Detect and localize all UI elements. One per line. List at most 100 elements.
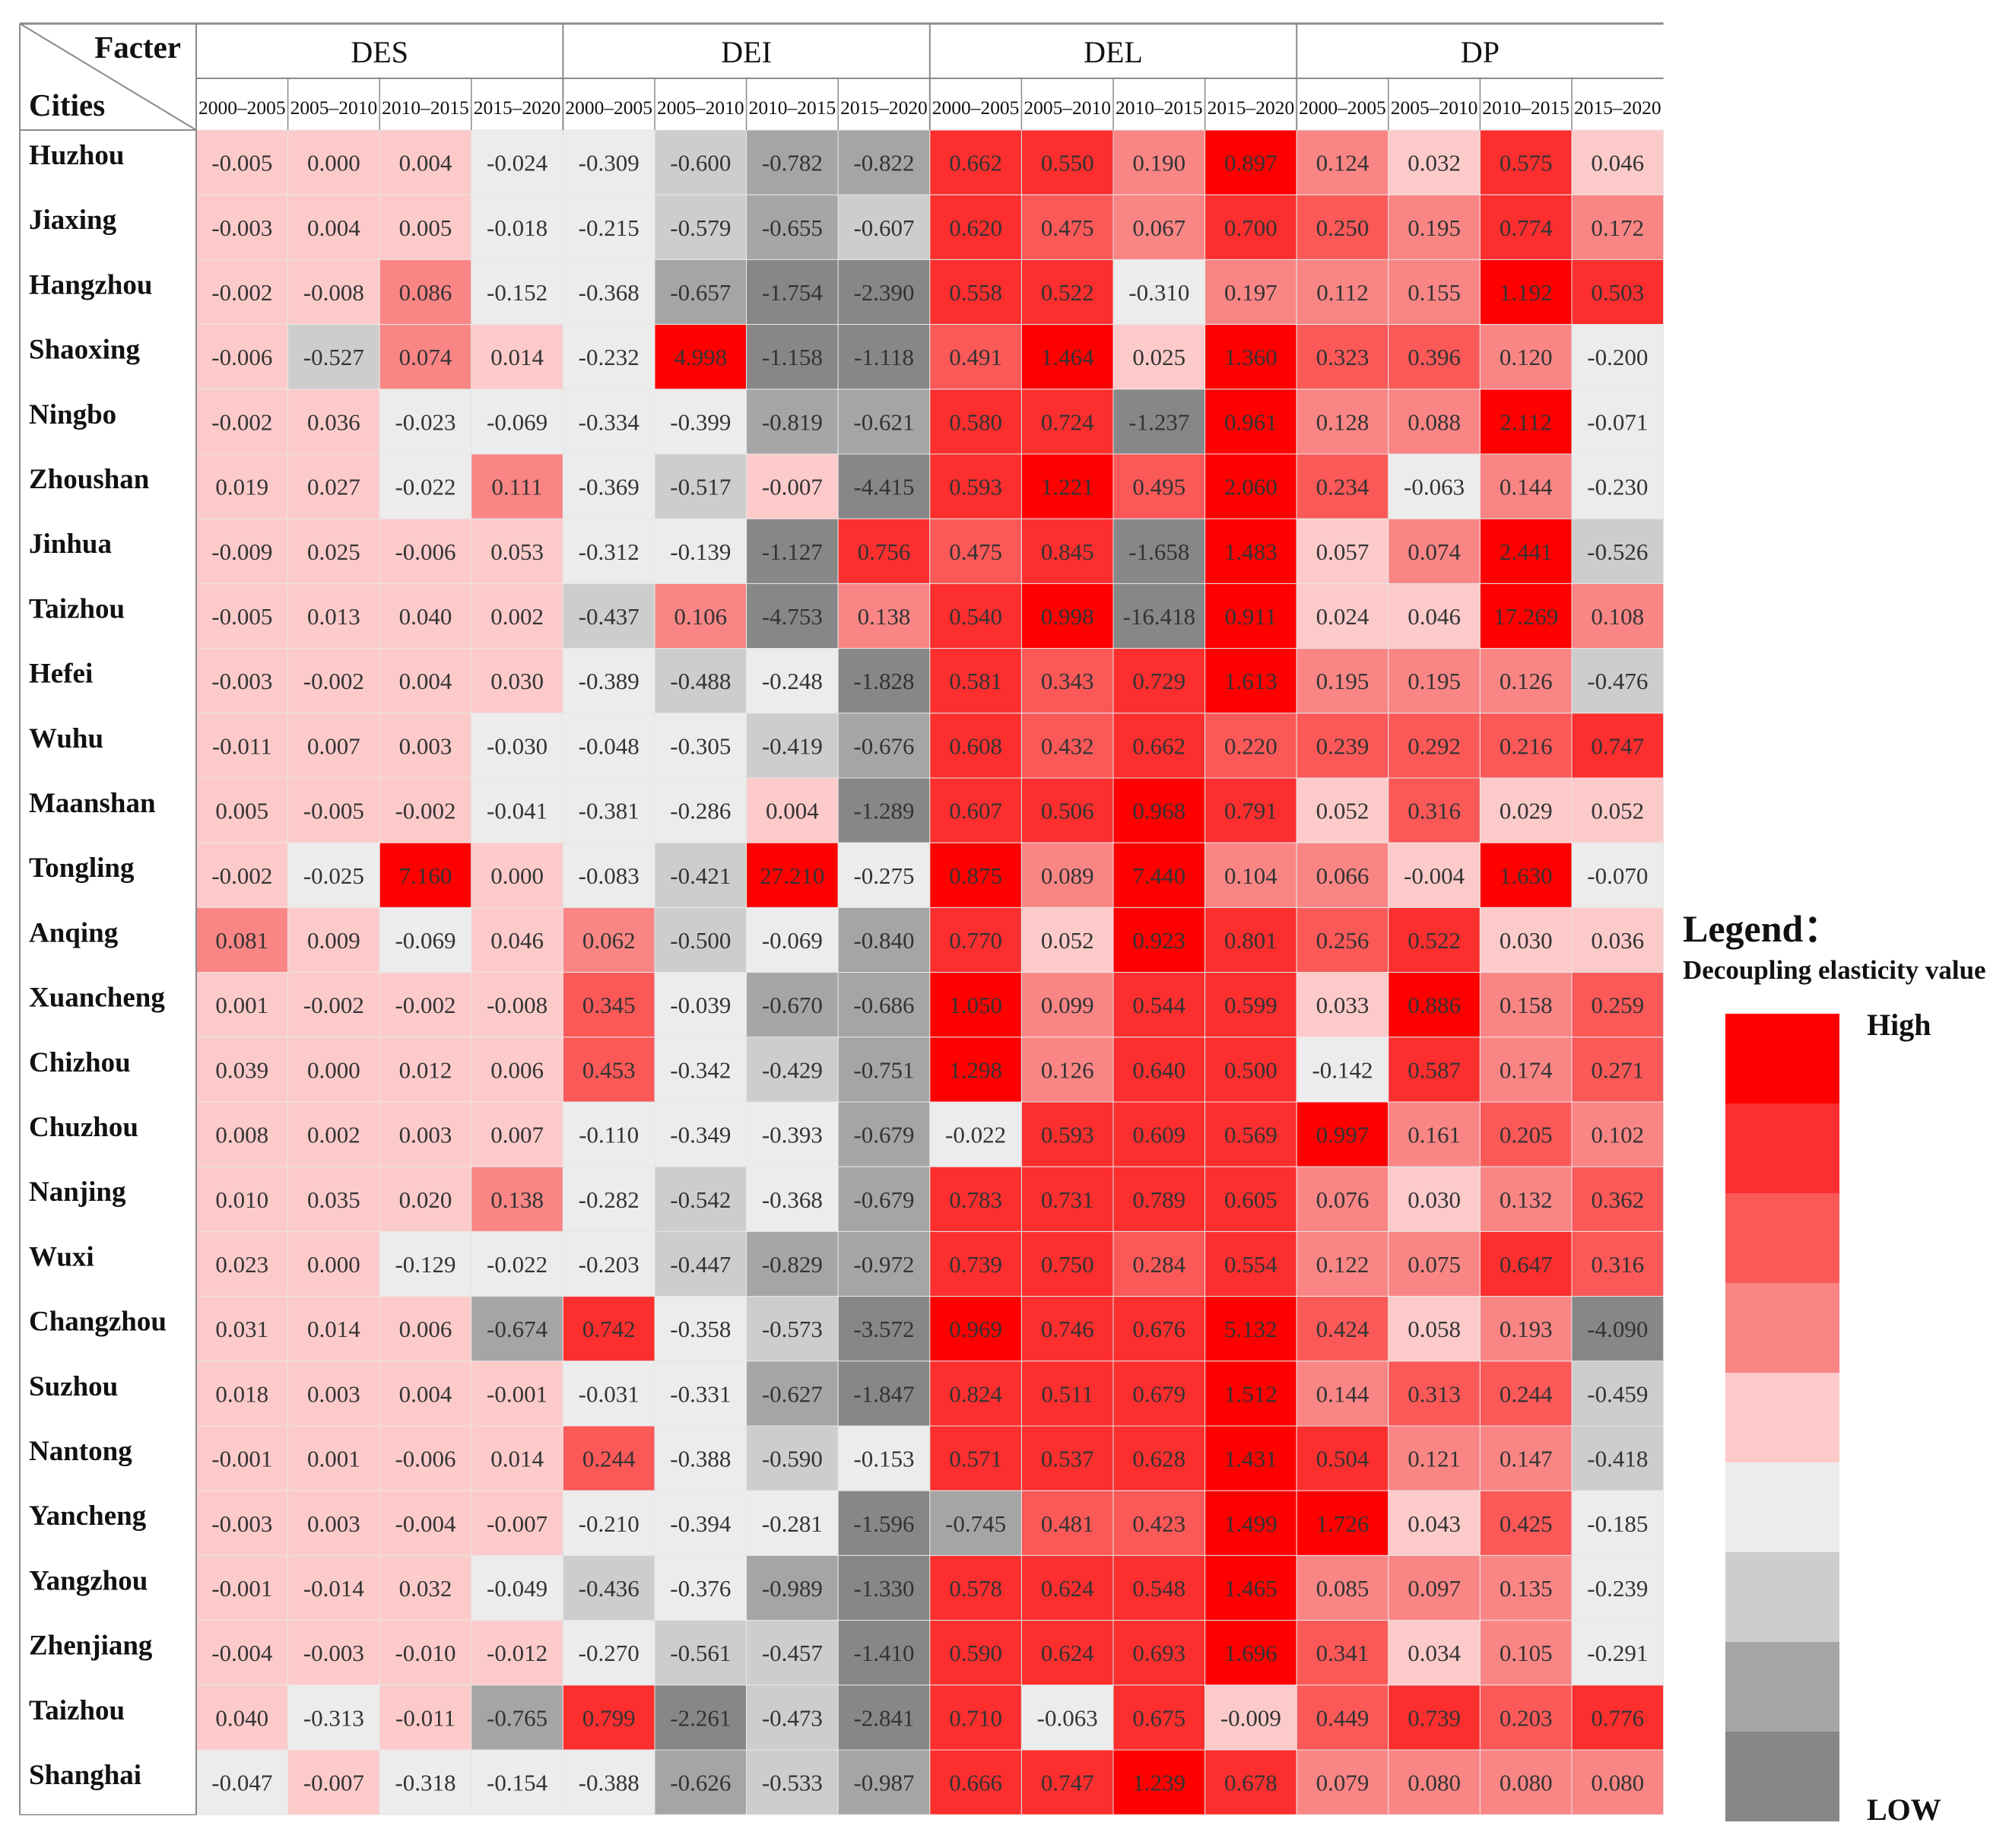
cell-value-label: 0.259 bbox=[1591, 992, 1644, 1018]
heatmap-cell bbox=[1204, 777, 1297, 843]
heatmap-cell bbox=[1388, 1749, 1481, 1815]
heatmap-cell bbox=[837, 1425, 931, 1491]
cell-value-label: -0.230 bbox=[1587, 474, 1648, 500]
group-label: DP bbox=[1461, 35, 1500, 69]
city-label: Yangzhou bbox=[29, 1565, 148, 1596]
heatmap-cell bbox=[1571, 1554, 1665, 1621]
heatmap-cell bbox=[471, 1554, 563, 1621]
cell-value-label: 1.613 bbox=[1224, 668, 1277, 694]
heatmap-cell bbox=[837, 1230, 931, 1297]
cell-value-label: -0.972 bbox=[853, 1251, 914, 1278]
cell-value-label: -0.270 bbox=[579, 1640, 640, 1666]
city-label: Shanghai bbox=[29, 1760, 141, 1791]
heatmap-cell bbox=[1479, 583, 1573, 649]
cell-value-label: 0.128 bbox=[1316, 408, 1369, 435]
cell-value-label: 0.007 bbox=[307, 732, 360, 759]
cell-value-label: -1.596 bbox=[853, 1510, 914, 1537]
cell-value-label: 0.742 bbox=[582, 1316, 636, 1342]
heatmap-cell bbox=[287, 1684, 380, 1751]
cell-value-label: -1.828 bbox=[853, 668, 914, 694]
heatmap-cell bbox=[837, 1361, 931, 1427]
cell-value-label: -0.063 bbox=[1404, 474, 1465, 500]
cell-value-label: 0.138 bbox=[858, 603, 911, 630]
heatmap-cell bbox=[929, 1101, 1022, 1167]
heatmap-cell bbox=[1112, 1554, 1206, 1621]
cell-value-label: -0.368 bbox=[762, 1186, 823, 1213]
heatmap-cell bbox=[837, 842, 931, 908]
heatmap-cell bbox=[1112, 713, 1206, 779]
cell-value-label: 1.050 bbox=[949, 992, 1002, 1018]
cell-value-label: 0.193 bbox=[1500, 1316, 1553, 1342]
heatmap-cell bbox=[562, 1554, 655, 1621]
cell-value-label: 0.548 bbox=[1132, 1575, 1185, 1602]
cell-value-label: -0.393 bbox=[762, 1122, 823, 1148]
cell-value-label: 0.396 bbox=[1408, 344, 1461, 370]
cell-value-label: 1.298 bbox=[949, 1056, 1002, 1083]
cell-value-label: -0.621 bbox=[853, 408, 914, 435]
cell-value-label: 0.195 bbox=[1316, 668, 1369, 694]
heatmap-cell bbox=[1388, 777, 1481, 843]
cell-value-label: 0.020 bbox=[399, 1186, 452, 1213]
period-label: 2010–2015 bbox=[1482, 98, 1569, 119]
cell-value-label: 0.008 bbox=[215, 1122, 268, 1148]
heatmap-cell bbox=[1571, 1490, 1665, 1556]
heatmap-cell bbox=[654, 777, 747, 843]
heatmap-cell bbox=[1020, 1296, 1114, 1362]
cell-value-label: -0.310 bbox=[1128, 279, 1189, 306]
cell-value-label: -0.069 bbox=[395, 927, 455, 954]
heatmap-cell bbox=[929, 1230, 1022, 1297]
heatmap-cell bbox=[929, 1490, 1022, 1556]
cell-value-label: -0.002 bbox=[211, 279, 272, 306]
cell-value-label: 0.097 bbox=[1408, 1575, 1461, 1602]
cell-value-label: 1.464 bbox=[1041, 344, 1094, 370]
cell-value-label: 0.423 bbox=[1132, 1510, 1185, 1537]
heatmap-cell bbox=[287, 1037, 380, 1103]
group-label: DES bbox=[351, 35, 408, 69]
cell-value-label: -0.001 bbox=[487, 1380, 547, 1407]
city-label: Huzhou bbox=[29, 140, 124, 171]
heatmap-cell bbox=[1388, 713, 1481, 779]
heatmap-cell bbox=[1020, 1361, 1114, 1427]
heatmap-cell bbox=[837, 259, 931, 325]
cell-value-label: 0.675 bbox=[1132, 1704, 1185, 1731]
heatmap-cell bbox=[287, 972, 380, 1038]
heatmap-cell bbox=[1479, 1620, 1573, 1686]
heatmap-cell bbox=[1204, 194, 1297, 260]
heatmap-cell bbox=[1020, 713, 1114, 779]
cell-value-label: -0.041 bbox=[487, 798, 547, 824]
heatmap-cell bbox=[929, 518, 1022, 584]
cell-value-label: 0.122 bbox=[1316, 1251, 1369, 1278]
period-label: 2000–2005 bbox=[932, 98, 1020, 119]
cell-value-label: 0.923 bbox=[1132, 927, 1185, 954]
heatmap-cell bbox=[1479, 777, 1573, 843]
heatmap-cell bbox=[1296, 194, 1389, 260]
cell-value-label: -0.210 bbox=[579, 1510, 640, 1537]
cell-value-label: 0.052 bbox=[1316, 798, 1369, 824]
heatmap-cell bbox=[1479, 389, 1573, 455]
heatmap-cell bbox=[1204, 1361, 1297, 1427]
cell-value-label: 0.590 bbox=[949, 1640, 1002, 1666]
cell-value-label: 0.453 bbox=[582, 1056, 636, 1083]
cell-value-label: 0.124 bbox=[1316, 150, 1369, 176]
cell-value-label: 0.155 bbox=[1408, 279, 1461, 306]
heatmap-cell bbox=[379, 1425, 472, 1491]
heatmap-cells bbox=[195, 129, 1665, 1815]
cell-value-label: 0.739 bbox=[1408, 1704, 1461, 1731]
heatmap-cell bbox=[195, 194, 289, 260]
heatmap-cell bbox=[1479, 518, 1573, 584]
cell-value-label: -0.670 bbox=[762, 992, 823, 1018]
heatmap-cell bbox=[1296, 389, 1389, 455]
cell-value-label: 0.067 bbox=[1132, 214, 1185, 241]
cell-value-label: 1.465 bbox=[1224, 1575, 1277, 1602]
cell-value-label: -1.410 bbox=[853, 1640, 914, 1666]
cell-value-label: -0.006 bbox=[211, 344, 272, 370]
cell-value-label: 0.244 bbox=[1500, 1380, 1553, 1407]
cell-value-label: -0.607 bbox=[853, 214, 914, 241]
cell-value-label: 0.998 bbox=[1041, 603, 1094, 630]
heatmap-cell bbox=[1204, 1620, 1297, 1686]
cell-value-label: 0.628 bbox=[1132, 1446, 1185, 1472]
heatmap-cell bbox=[195, 777, 289, 843]
cell-value-label: 0.341 bbox=[1316, 1640, 1369, 1666]
heatmap-cell bbox=[1296, 777, 1389, 843]
cell-value-label: 0.079 bbox=[1316, 1770, 1369, 1796]
